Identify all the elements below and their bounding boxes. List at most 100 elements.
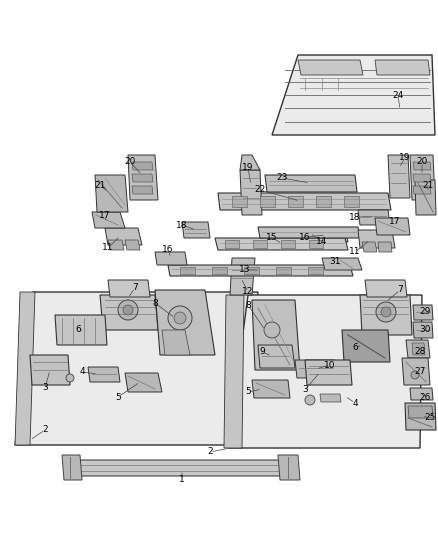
Polygon shape bbox=[224, 295, 244, 448]
Polygon shape bbox=[265, 175, 357, 192]
Polygon shape bbox=[362, 242, 377, 252]
Polygon shape bbox=[225, 240, 239, 248]
Text: 16: 16 bbox=[299, 232, 311, 241]
Polygon shape bbox=[15, 292, 35, 445]
Polygon shape bbox=[108, 240, 124, 250]
Polygon shape bbox=[378, 242, 392, 252]
Text: 19: 19 bbox=[399, 154, 411, 163]
Polygon shape bbox=[375, 60, 430, 75]
Polygon shape bbox=[288, 196, 303, 207]
Polygon shape bbox=[125, 240, 140, 250]
Text: 31: 31 bbox=[329, 257, 341, 266]
Polygon shape bbox=[260, 196, 275, 207]
Text: 6: 6 bbox=[352, 343, 358, 352]
Text: 2: 2 bbox=[207, 448, 213, 456]
Polygon shape bbox=[252, 300, 300, 370]
Polygon shape bbox=[95, 175, 128, 212]
Polygon shape bbox=[412, 343, 425, 355]
Polygon shape bbox=[162, 330, 190, 355]
Text: 8: 8 bbox=[152, 298, 158, 308]
Text: 15: 15 bbox=[266, 232, 278, 241]
Circle shape bbox=[376, 302, 396, 322]
Polygon shape bbox=[316, 196, 331, 207]
Text: 2: 2 bbox=[42, 425, 48, 434]
Circle shape bbox=[381, 307, 391, 317]
Polygon shape bbox=[100, 295, 158, 330]
Text: 10: 10 bbox=[324, 360, 336, 369]
Circle shape bbox=[264, 322, 280, 338]
Text: 19: 19 bbox=[242, 164, 254, 173]
Polygon shape bbox=[413, 174, 431, 182]
Circle shape bbox=[118, 300, 138, 320]
Polygon shape bbox=[155, 252, 187, 265]
Text: 24: 24 bbox=[392, 91, 404, 100]
Circle shape bbox=[174, 312, 186, 324]
Circle shape bbox=[305, 395, 315, 405]
Text: 9: 9 bbox=[259, 348, 265, 357]
Polygon shape bbox=[240, 170, 262, 215]
Text: 14: 14 bbox=[316, 238, 328, 246]
Polygon shape bbox=[344, 196, 359, 207]
Polygon shape bbox=[155, 290, 215, 355]
Polygon shape bbox=[228, 295, 422, 448]
Polygon shape bbox=[218, 193, 391, 210]
Polygon shape bbox=[168, 265, 353, 276]
Polygon shape bbox=[212, 267, 227, 274]
Polygon shape bbox=[410, 155, 435, 200]
Text: 18: 18 bbox=[349, 213, 361, 222]
Polygon shape bbox=[258, 227, 360, 238]
Polygon shape bbox=[413, 186, 431, 194]
Text: 8: 8 bbox=[245, 301, 251, 310]
Polygon shape bbox=[388, 155, 410, 198]
Polygon shape bbox=[410, 388, 433, 400]
Text: 17: 17 bbox=[389, 217, 401, 227]
Text: 11: 11 bbox=[102, 244, 114, 253]
Polygon shape bbox=[105, 228, 142, 245]
Polygon shape bbox=[295, 360, 337, 378]
Polygon shape bbox=[408, 406, 433, 418]
Polygon shape bbox=[108, 280, 150, 297]
Text: 5: 5 bbox=[115, 392, 121, 401]
Polygon shape bbox=[240, 155, 260, 170]
Text: 17: 17 bbox=[99, 211, 111, 220]
Polygon shape bbox=[402, 358, 430, 385]
Text: 7: 7 bbox=[397, 286, 403, 295]
Polygon shape bbox=[244, 267, 259, 274]
Polygon shape bbox=[128, 155, 158, 200]
Text: 5: 5 bbox=[245, 387, 251, 397]
Polygon shape bbox=[309, 240, 323, 248]
Polygon shape bbox=[276, 267, 291, 274]
Polygon shape bbox=[281, 240, 295, 248]
Circle shape bbox=[168, 306, 192, 330]
Polygon shape bbox=[405, 403, 436, 430]
Polygon shape bbox=[132, 162, 153, 170]
Text: 18: 18 bbox=[176, 221, 188, 230]
Polygon shape bbox=[258, 345, 295, 368]
Polygon shape bbox=[308, 267, 323, 274]
Polygon shape bbox=[322, 258, 362, 270]
Text: 20: 20 bbox=[124, 157, 136, 166]
Polygon shape bbox=[15, 292, 258, 445]
Polygon shape bbox=[342, 330, 390, 362]
Polygon shape bbox=[253, 240, 267, 248]
Text: 7: 7 bbox=[132, 284, 138, 293]
Polygon shape bbox=[215, 238, 348, 250]
Polygon shape bbox=[132, 174, 153, 182]
Polygon shape bbox=[180, 267, 195, 274]
Polygon shape bbox=[62, 455, 82, 480]
Polygon shape bbox=[413, 305, 433, 320]
Text: 28: 28 bbox=[414, 348, 426, 357]
Text: 13: 13 bbox=[239, 265, 251, 274]
Polygon shape bbox=[320, 394, 341, 402]
Polygon shape bbox=[30, 355, 70, 385]
Text: 29: 29 bbox=[419, 308, 431, 317]
Polygon shape bbox=[278, 455, 300, 480]
Polygon shape bbox=[413, 322, 433, 338]
Polygon shape bbox=[298, 60, 363, 75]
Text: 6: 6 bbox=[75, 326, 81, 335]
Polygon shape bbox=[182, 222, 210, 238]
Polygon shape bbox=[305, 360, 352, 385]
Polygon shape bbox=[88, 367, 120, 382]
Polygon shape bbox=[70, 460, 292, 476]
Polygon shape bbox=[232, 196, 247, 207]
